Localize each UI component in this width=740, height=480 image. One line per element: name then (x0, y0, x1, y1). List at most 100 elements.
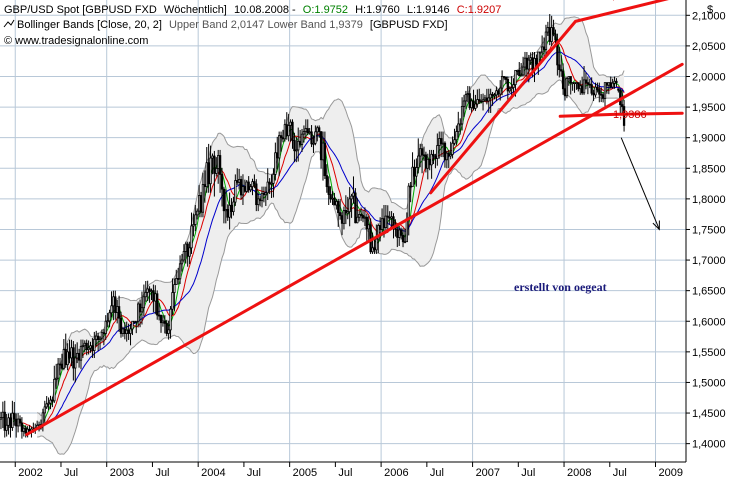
candle (66, 343, 69, 371)
candle-body (434, 155, 437, 159)
candle-body (605, 82, 609, 86)
candle (329, 186, 332, 203)
candle-body (521, 66, 525, 76)
y-tick-label: 1,5500 (692, 347, 726, 359)
candle-body (613, 80, 616, 84)
candle-body (615, 80, 618, 84)
y-tick-label: 2,0000 (692, 71, 726, 83)
x-axis-ticks: 2002 Jul 2003 Jul 2004 Jul 2005 Jul 2006 Jul 2007 J… (14, 462, 683, 479)
candle-body (306, 128, 309, 134)
candle-body (249, 186, 252, 191)
candle-body (226, 209, 229, 218)
candle-body (537, 51, 540, 65)
candle (215, 157, 218, 177)
candle-body (468, 93, 471, 109)
candle (64, 333, 67, 368)
candle-body (114, 296, 117, 313)
candle (375, 224, 378, 254)
candle (373, 237, 376, 254)
candle (622, 99, 626, 132)
candle (274, 142, 277, 181)
candle-body (150, 290, 153, 293)
candle-body (520, 74, 523, 77)
candle-body (356, 216, 359, 224)
candle-body (70, 347, 73, 359)
candle (102, 329, 106, 346)
candle-body (312, 142, 315, 145)
candle (173, 278, 176, 312)
candle-body (197, 195, 201, 212)
candle (361, 210, 365, 223)
candle (129, 323, 132, 346)
candle (20, 417, 24, 439)
candle-body (77, 352, 81, 361)
candle-body (371, 247, 374, 253)
candle-body (203, 184, 206, 188)
candle-body (0, 417, 3, 420)
candle (137, 301, 140, 328)
candle (586, 76, 590, 95)
candle (178, 255, 182, 285)
candle-body (367, 224, 370, 230)
candle (495, 86, 498, 101)
candle-body (579, 85, 582, 90)
candle-body (451, 142, 454, 155)
candle (478, 88, 481, 104)
candle-body (68, 351, 71, 359)
candle-body (382, 218, 386, 228)
candle-body (481, 99, 485, 102)
candle (108, 309, 111, 328)
candle-body (344, 210, 348, 214)
candle (561, 63, 565, 95)
candle-body (257, 198, 260, 206)
candle (439, 131, 443, 158)
candle (377, 223, 380, 254)
trendline-2 (429, 0, 669, 195)
candle (79, 339, 83, 370)
candle-body (293, 140, 296, 152)
candle-body (401, 234, 405, 243)
candle (601, 92, 605, 103)
candle-body (358, 214, 361, 218)
candle-body (316, 127, 319, 133)
candle (218, 149, 222, 193)
candle-body (190, 225, 193, 249)
candle (335, 198, 338, 210)
candle-body (165, 322, 168, 334)
candle (272, 168, 275, 198)
candle-body (346, 211, 349, 214)
candle-body (577, 82, 580, 90)
candle-body (125, 329, 128, 335)
candle-body (167, 329, 170, 334)
candle-body (459, 123, 462, 126)
candle-body (447, 152, 450, 157)
candle (457, 111, 460, 138)
candle (464, 90, 468, 110)
candle-body (457, 123, 460, 132)
candle (156, 290, 159, 320)
candle (16, 413, 20, 433)
candle-body (548, 27, 551, 42)
candle-body (207, 162, 210, 185)
candle-body (148, 288, 151, 292)
candle-body (304, 128, 307, 132)
candle (95, 330, 98, 347)
candle-body (81, 345, 85, 348)
candle (127, 323, 130, 340)
candle (472, 89, 475, 111)
candle (251, 178, 254, 196)
candle (411, 152, 414, 188)
candle (283, 119, 287, 142)
candle-body (241, 186, 245, 196)
candle-body (527, 59, 530, 70)
candle (521, 56, 525, 77)
candle-body (409, 185, 412, 188)
candle-body (230, 204, 233, 213)
header-indicator: Bollinger Bands [Close, 20, 2] (17, 19, 162, 31)
candle (224, 189, 227, 224)
candle (297, 127, 300, 162)
annotation-label: 2,1328 (606, 0, 640, 2)
candle-body (365, 216, 368, 230)
x-tick-label: 2004 (201, 467, 225, 479)
